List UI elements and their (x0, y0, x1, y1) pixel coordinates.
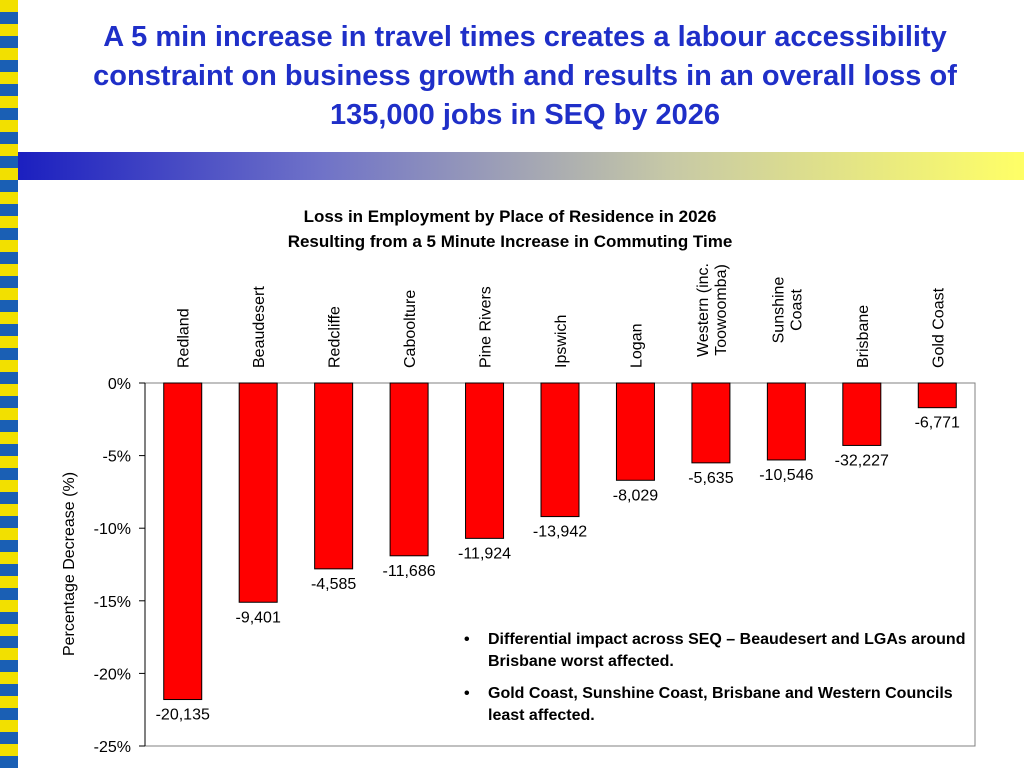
bar-data-label: -9,401 (235, 609, 280, 626)
bar (917, 382, 957, 409)
y-tick-label: 0% (108, 376, 131, 393)
bar (389, 382, 429, 557)
bar-data-label: -10,546 (759, 467, 813, 484)
bar-data-label: -13,942 (533, 524, 587, 541)
bar-data-label: -5,635 (688, 470, 733, 487)
category-label-line: Gold Coast (930, 287, 947, 368)
category-label-line: Redcliffe (327, 306, 344, 368)
category-label-line: Toowoomba) (713, 264, 730, 356)
slide-title: A 5 min increase in travel times creates… (93, 21, 957, 131)
notes-list: • Differential impact across SEQ – Beaud… (462, 629, 972, 737)
bar-data-label: -4,585 (311, 576, 356, 593)
category-label-line: Sunshine (770, 277, 787, 344)
category-label-line: Redland (176, 308, 193, 368)
chart-title-line-2: Resulting from a 5 Minute Increase in Co… (287, 232, 733, 251)
y-tick-label: -5% (103, 449, 131, 466)
chart-title: Loss in Employment by Place of Residence… (140, 204, 880, 254)
category-label-line: Beaudesert (251, 286, 268, 368)
category-label-line: Logan (628, 324, 645, 369)
chart-title-line-1: Loss in Employment by Place of Residence… (303, 207, 717, 226)
category-label: Caboolture (402, 290, 419, 368)
category-label: Redland (176, 308, 193, 368)
category-label: Logan (628, 324, 645, 369)
bar-data-label: -8,029 (613, 487, 658, 504)
category-label-line: Pine Rivers (478, 286, 495, 368)
note-text: Differential impact across SEQ – Beaudes… (488, 631, 966, 670)
category-label: SunshineCoast (770, 277, 805, 344)
y-axis-title: Percentage Decrease (%) (61, 472, 78, 656)
category-label: Brisbane (855, 305, 872, 368)
bar (465, 382, 505, 539)
bar (691, 382, 731, 464)
bar (238, 382, 278, 603)
y-tick-label: -10% (94, 521, 131, 538)
bar (766, 382, 806, 461)
category-label: Beaudesert (251, 286, 268, 368)
bar-data-label: -11,686 (383, 563, 436, 580)
bar-data-label: -11,924 (458, 545, 511, 562)
bar (540, 382, 580, 518)
category-label: Pine Rivers (478, 286, 495, 368)
bar (842, 382, 882, 446)
bar-data-label: -20,135 (156, 707, 210, 724)
title-gradient-bar (18, 152, 1024, 180)
note-item: • Differential impact across SEQ – Beaud… (462, 629, 972, 673)
category-label-line: Caboolture (402, 290, 419, 368)
y-tick-label: -15% (94, 594, 131, 611)
category-label-line: Coast (788, 289, 805, 331)
y-tick-label: -25% (94, 739, 131, 756)
category-label-line: Ipswich (553, 315, 570, 368)
category-label: Redcliffe (327, 306, 344, 368)
bar-data-label: -6,771 (915, 415, 960, 432)
bar (615, 382, 655, 481)
left-decorative-strip (0, 0, 18, 768)
category-label: Gold Coast (930, 287, 947, 368)
category-label: Western (inc.Toowoomba) (695, 263, 730, 357)
category-label-line: Western (inc. (695, 263, 712, 357)
bar-data-label: -32,227 (835, 452, 889, 469)
bullet-dot-icon: • (464, 685, 470, 702)
bullet-dot-icon: • (464, 631, 470, 648)
note-text: Gold Coast, Sunshine Coast, Brisbane and… (488, 685, 953, 724)
category-label: Ipswich (553, 315, 570, 368)
bar (163, 382, 203, 701)
y-tick-label: -20% (94, 666, 131, 683)
note-item: • Gold Coast, Sunshine Coast, Brisbane a… (462, 683, 972, 727)
category-label-line: Brisbane (855, 305, 872, 368)
bar (314, 382, 354, 570)
